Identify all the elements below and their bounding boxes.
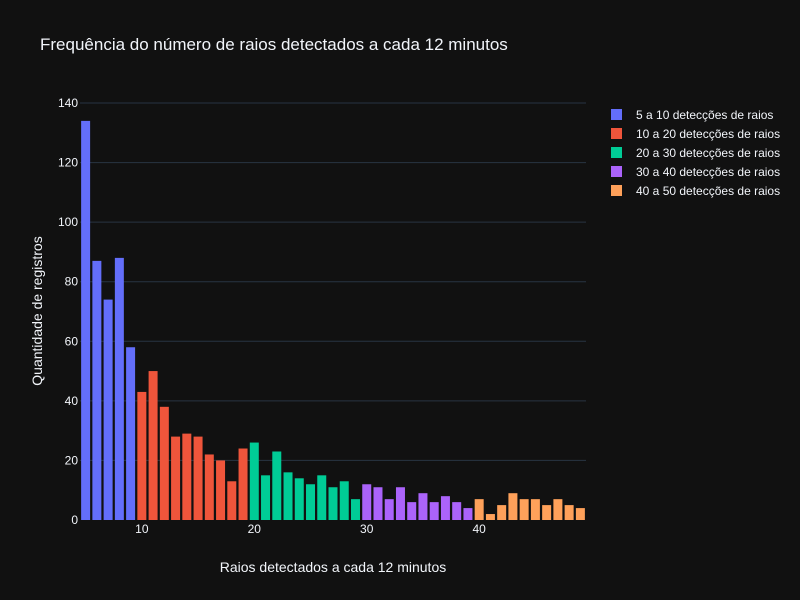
legend-swatch xyxy=(611,147,622,158)
bar[interactable] xyxy=(373,487,383,520)
legend-swatch xyxy=(611,109,622,120)
legend-swatch xyxy=(611,166,622,177)
legend-item[interactable]: 30 a 40 detecções de raios xyxy=(611,165,780,179)
x-axis-label: Raios detectados a cada 12 minutos xyxy=(220,559,446,575)
bar[interactable] xyxy=(92,260,102,520)
bar[interactable] xyxy=(362,484,372,520)
x-tick-label: 20 xyxy=(248,522,262,536)
y-axis-ticks: 0 20 40 60 80 100 120 140 xyxy=(58,96,78,527)
bar[interactable] xyxy=(463,508,473,520)
y-axis-label: Quantidade de registros xyxy=(29,236,45,385)
bar[interactable] xyxy=(159,406,169,520)
legend-item[interactable]: 20 a 30 detecções de raios xyxy=(611,146,780,160)
bar[interactable] xyxy=(407,502,417,520)
legend[interactable]: 5 a 10 detecções de raios 10 a 20 detecçõ… xyxy=(611,108,780,198)
bar[interactable] xyxy=(452,502,462,520)
bar[interactable] xyxy=(317,475,327,520)
bar[interactable] xyxy=(249,442,259,520)
y-tick-label: 20 xyxy=(65,453,79,467)
legend-item[interactable]: 5 a 10 detecções de raios xyxy=(611,108,773,122)
chart-title: Frequência do número de raios detectados… xyxy=(40,35,508,54)
legend-item[interactable]: 40 a 50 detecções de raios xyxy=(611,184,780,198)
y-tick-label: 100 xyxy=(58,215,78,229)
bar[interactable] xyxy=(384,499,394,520)
bar[interactable] xyxy=(575,508,585,520)
legend-swatch xyxy=(611,128,622,139)
bar[interactable] xyxy=(182,433,192,520)
bar[interactable] xyxy=(530,499,540,520)
y-tick-label: 80 xyxy=(65,275,79,289)
bar[interactable] xyxy=(216,460,226,520)
legend-label: 20 a 30 detecções de raios xyxy=(636,146,780,160)
bar[interactable] xyxy=(553,499,563,520)
legend-swatch xyxy=(611,185,622,196)
x-tick-label: 10 xyxy=(135,522,149,536)
bar[interactable] xyxy=(429,502,439,520)
bar[interactable] xyxy=(114,257,124,520)
legend-label: 5 a 10 detecções de raios xyxy=(636,108,773,122)
bar[interactable] xyxy=(474,499,484,520)
bar[interactable] xyxy=(137,391,147,520)
x-tick-label: 30 xyxy=(360,522,374,536)
y-tick-label: 140 xyxy=(58,96,78,110)
bar[interactable] xyxy=(564,505,574,520)
bar[interactable] xyxy=(418,493,428,520)
bar[interactable] xyxy=(328,487,338,520)
bar[interactable] xyxy=(227,481,237,520)
bar[interactable] xyxy=(171,436,181,520)
bar[interactable] xyxy=(508,493,518,520)
x-tick-label: 40 xyxy=(472,522,486,536)
bar[interactable] xyxy=(81,120,91,520)
bars xyxy=(81,120,585,520)
y-tick-label: 0 xyxy=(71,513,78,527)
bar[interactable] xyxy=(519,499,529,520)
bar[interactable] xyxy=(148,371,158,520)
bar[interactable] xyxy=(204,454,214,520)
legend-label: 30 a 40 detecções de raios xyxy=(636,165,780,179)
bar[interactable] xyxy=(485,514,495,520)
bar[interactable] xyxy=(339,481,349,520)
y-tick-label: 40 xyxy=(65,394,79,408)
legend-label: 10 a 20 detecções de raios xyxy=(636,127,780,141)
bar[interactable] xyxy=(294,478,304,520)
bar[interactable] xyxy=(542,505,552,520)
x-axis-ticks: 10 20 30 40 xyxy=(135,522,486,536)
bar[interactable] xyxy=(272,451,282,520)
bar[interactable] xyxy=(261,475,271,520)
bar[interactable] xyxy=(497,505,507,520)
bar[interactable] xyxy=(440,496,450,520)
bar[interactable] xyxy=(350,499,360,520)
bar[interactable] xyxy=(283,472,293,520)
bar[interactable] xyxy=(238,448,248,520)
bar[interactable] xyxy=(193,436,203,520)
bar[interactable] xyxy=(103,299,113,520)
legend-item[interactable]: 10 a 20 detecções de raios xyxy=(611,127,780,141)
y-tick-label: 120 xyxy=(58,156,78,170)
bar[interactable] xyxy=(126,347,136,520)
bar[interactable] xyxy=(306,484,316,520)
bar[interactable] xyxy=(395,487,405,520)
y-tick-label: 60 xyxy=(65,334,79,348)
legend-label: 40 a 50 detecções de raios xyxy=(636,184,780,198)
